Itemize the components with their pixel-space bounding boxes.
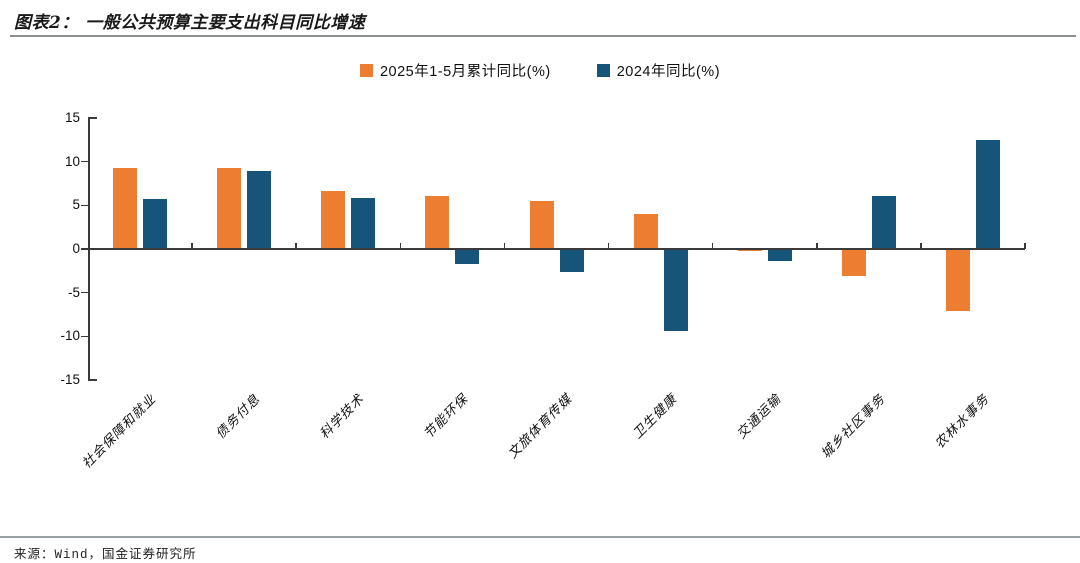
x-axis-category-label: 社会保障和就业: [79, 391, 160, 472]
legend-item-2025: 2025年1-5月累计同比(%): [359, 60, 551, 81]
y-axis-end-cap: [88, 379, 97, 381]
y-axis-tick: [81, 248, 88, 250]
y-axis-tick: [81, 335, 88, 338]
footer-separator-line: [0, 536, 1080, 538]
source-note: 来源：Wind，国金证券研究所: [14, 548, 197, 562]
bar-2024-2: [247, 171, 272, 249]
x-axis-tick: [816, 243, 818, 249]
bar-2025-7: [737, 249, 762, 252]
y-axis-tick-label: -5: [67, 284, 80, 300]
bar-2025-5: [529, 201, 554, 249]
bar-2024-6: [663, 249, 688, 331]
x-axis-tick: [711, 243, 714, 249]
bar-2024-4: [455, 249, 480, 264]
y-axis-tick: [81, 160, 88, 163]
bar-2024-5: [559, 249, 584, 273]
x-axis-category-label: 文旅体育传媒: [505, 391, 576, 462]
x-axis-tick: [1024, 243, 1026, 249]
title-separator-line: [10, 35, 1076, 37]
y-axis-tick-label: 0: [72, 241, 80, 256]
y-axis-tick: [81, 291, 88, 294]
bar-2024-1: [143, 199, 168, 249]
y-axis-tick-label: -15: [60, 372, 80, 387]
bar-2025-9: [945, 249, 970, 311]
chart-legend: 2025年1-5月累计同比(%) 2024年同比(%): [0, 60, 1080, 81]
bar-2025-4: [425, 195, 450, 249]
bar-2024-9: [975, 139, 1000, 249]
y-axis-tick-label: 15: [64, 110, 80, 125]
legend-swatch-2024-icon: [596, 64, 610, 77]
x-axis-category-label: 农林水事务: [932, 391, 993, 452]
bar-2025-6: [633, 214, 658, 249]
y-axis-end-cap: [88, 117, 97, 119]
x-axis-category-label: 债务付息: [213, 391, 264, 443]
x-axis-category-label: 节能环保: [421, 391, 472, 443]
x-axis-category-label: 科学技术: [317, 391, 368, 443]
legend-swatch-2025-icon: [359, 64, 373, 77]
x-axis-category-label: 交通运输: [733, 391, 785, 443]
bar-2024-8: [871, 195, 896, 249]
legend-label-2024: 2024年同比(%): [616, 64, 721, 80]
bar-2025-1: [113, 167, 138, 249]
bar-2024-7: [767, 249, 792, 262]
legend-label-2025: 2025年1-5月累计同比(%): [379, 64, 551, 80]
x-axis-category-label: 城乡社区事务: [818, 391, 889, 462]
x-axis-tick: [295, 243, 297, 249]
x-axis-tick: [503, 243, 506, 249]
x-axis-tick: [191, 243, 193, 249]
x-axis-tick: [920, 243, 922, 249]
bar-2024-3: [351, 198, 376, 249]
x-axis-zero-line: [88, 248, 1025, 250]
x-axis-category-label: 卫生健康: [629, 391, 681, 443]
y-axis-tick-label: 5: [72, 197, 80, 213]
x-axis-tick: [399, 243, 402, 249]
y-axis-tick-label: -10: [60, 328, 80, 344]
y-axis-tick-label: 10: [64, 153, 80, 169]
chart-title: 图表2： 一般公共预算主要支出科目同比增速: [14, 13, 366, 33]
bar-2025-8: [841, 249, 866, 276]
legend-item-2024: 2024年同比(%): [596, 60, 721, 81]
x-axis-tick: [607, 243, 610, 249]
bar-2025-2: [217, 167, 242, 249]
bar-2025-3: [321, 191, 346, 249]
y-axis-tick: [81, 204, 88, 207]
